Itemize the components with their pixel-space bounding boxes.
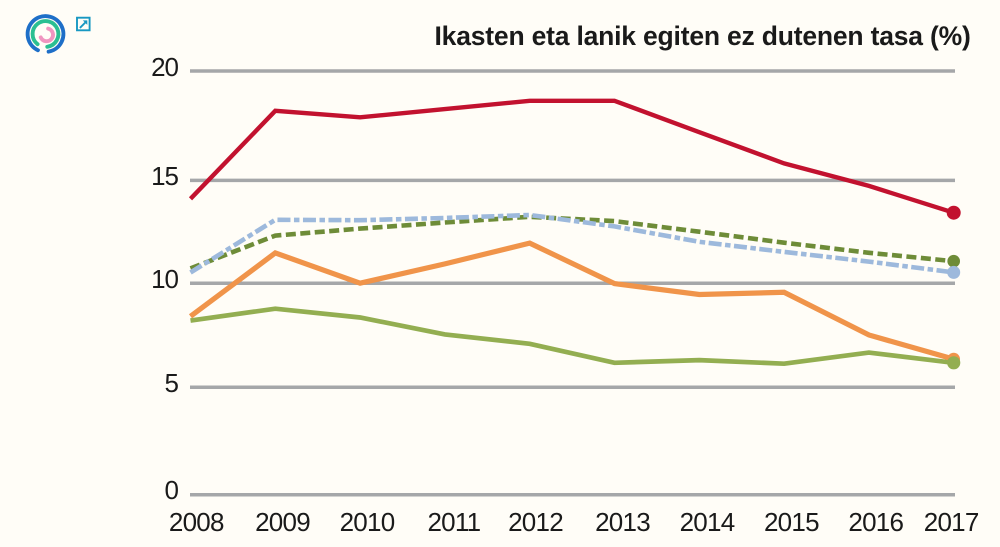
- svg-text:0: 0: [165, 475, 179, 505]
- svg-text:Ikasten eta lanik egiten ez du: Ikasten eta lanik egiten ez dutenen tasa…: [435, 21, 971, 51]
- svg-text:5: 5: [165, 368, 179, 398]
- svg-text:20: 20: [151, 52, 178, 82]
- svg-text:2011: 2011: [427, 507, 480, 537]
- svg-text:2013: 2013: [595, 507, 650, 537]
- svg-text:10: 10: [151, 264, 178, 294]
- svg-text:2014: 2014: [680, 507, 735, 537]
- svg-text:2008: 2008: [169, 507, 224, 537]
- svg-text:2016: 2016: [848, 507, 903, 537]
- svg-text:2010: 2010: [340, 507, 395, 537]
- svg-text:2015: 2015: [764, 507, 819, 537]
- svg-text:15: 15: [151, 161, 178, 191]
- svg-text:2009: 2009: [255, 507, 310, 537]
- svg-text:2017: 2017: [924, 507, 979, 537]
- svg-text:2012: 2012: [508, 507, 563, 537]
